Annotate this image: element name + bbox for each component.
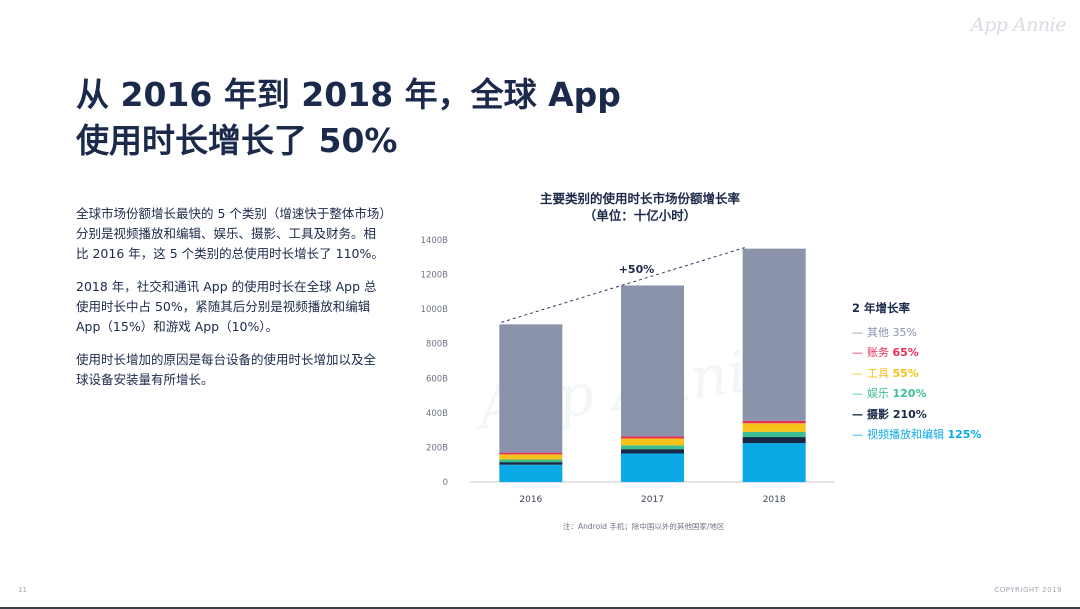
chart-legend: 2 年增长率 — 其他 35% — 账务 65% — 工具 55% — 娱乐 120% — 摄影 … <box>852 300 981 445</box>
legend-series-name: 视频播放和编辑 <box>867 427 948 441</box>
y-tick-label: 400B <box>426 409 448 419</box>
x-tick-label: 2016 <box>519 495 542 505</box>
copyright: COPYRIGHT 2019 <box>994 586 1062 594</box>
bar-segment <box>621 285 684 437</box>
legend-series-name: 摄影 <box>867 407 893 421</box>
x-tick-label: 2018 <box>763 495 786 505</box>
legend-item: — 账务 65% <box>852 343 981 363</box>
legend-growth-rate: 35% <box>892 326 917 339</box>
footnote: 注：Android 手机；除中国以外的其他国家/地区 <box>563 522 725 531</box>
legend-item: — 其他 35% <box>852 323 981 343</box>
legend-item: — 视频播放和编辑 125% <box>852 425 981 445</box>
y-tick-label: 800B <box>426 340 448 350</box>
bar-segment <box>621 436 684 439</box>
bar-segment <box>621 438 684 446</box>
legend-growth-rate: 125% <box>947 427 982 441</box>
bar-segment <box>742 431 806 438</box>
bar-segment <box>742 423 806 432</box>
bar-segment <box>621 445 684 450</box>
bar-segment <box>499 452 563 455</box>
chart-title-text: 主要类别的使用时长市场份额增长率 <box>539 191 740 206</box>
chart-bars <box>499 248 806 482</box>
legend-swatch: — <box>852 427 863 441</box>
chart-subtitle: （单位：十亿小时） <box>583 208 697 223</box>
chart-title: 主要类别的使用时长市场份额增长率 （单位：十亿小时） <box>490 190 790 224</box>
y-tick-label: 600B <box>426 374 448 384</box>
legend-swatch: — <box>852 407 863 421</box>
bar-segment <box>499 459 563 463</box>
paragraph-2: 2018 年，社交和通讯 App 的使用时长在全球 App 总使用时长中占 50… <box>76 279 377 334</box>
legend-series-name: 工具 <box>867 366 893 380</box>
bar-segment <box>742 443 806 482</box>
legend-item: — 摄影 210% <box>852 405 981 425</box>
paragraph-1: 全球市场份额增长最快的 5 个类别（增速快于整体市场）分别是视频播放和编辑、娱乐… <box>76 206 386 261</box>
y-tick-label: 1400B <box>421 236 449 246</box>
brand-logo: App Annie <box>970 14 1067 36</box>
page-number: 11 <box>18 586 27 594</box>
legend-series-name: 其他 <box>867 326 893 339</box>
growth-trend-line <box>501 247 745 323</box>
bar-segment <box>621 453 684 482</box>
legend-growth-rate: 210% <box>892 407 927 421</box>
legend-item: — 娱乐 120% <box>852 384 981 404</box>
page-title-line-1: 从 2016 年到 2018 年，全球 App <box>76 75 621 114</box>
legend-growth-rate: 65% <box>892 346 919 360</box>
y-tick-label: 0 <box>443 478 448 488</box>
legend-series-name: 账务 <box>867 346 893 360</box>
legend-swatch: — <box>852 387 863 401</box>
legend-title: 2 年增长率 <box>852 301 911 315</box>
bar-segment <box>742 420 806 424</box>
legend-item: — 工具 55% <box>852 364 981 384</box>
y-tick-label: 200B <box>426 443 448 453</box>
y-tick-label: 1000B <box>421 305 449 315</box>
x-tick-label: 2017 <box>641 495 664 505</box>
bar-segment <box>499 454 563 460</box>
chart-annotation: +50% <box>501 247 745 323</box>
paragraph-3: 使用时长增加的原因是每台设备的使用时长增加以及全球设备安装量有所增长。 <box>76 352 377 387</box>
page-title: 从 2016 年到 2018 年，全球 App 使用时长增长了 50% <box>76 72 776 164</box>
bar-segment <box>742 248 806 421</box>
bar-segment <box>499 324 563 453</box>
legend-swatch: — <box>852 366 863 380</box>
y-tick-label: 1200B <box>421 271 449 281</box>
legend-items: — 其他 35% — 账务 65% — 工具 55% — 娱乐 120% — 摄影 210% — 视频… <box>852 323 981 445</box>
legend-growth-rate: 120% <box>892 387 927 401</box>
legend-series-name: 娱乐 <box>867 387 893 401</box>
bar-segment <box>621 449 684 454</box>
legend-swatch: — <box>852 326 863 339</box>
growth-annotation-label: +50% <box>619 263 655 276</box>
body-text: 全球市场份额增长最快的 5 个类别（增速快于整体市场）分别是视频播放和编辑、娱乐… <box>76 204 386 403</box>
bar-segment <box>742 437 806 444</box>
bar-segment <box>499 464 563 482</box>
bar-segment <box>499 462 563 465</box>
legend-growth-rate: 55% <box>892 366 919 380</box>
page-title-line-2: 使用时长增长了 50% <box>76 121 398 160</box>
bottom-divider <box>0 607 1080 609</box>
legend-swatch: — <box>852 346 863 360</box>
